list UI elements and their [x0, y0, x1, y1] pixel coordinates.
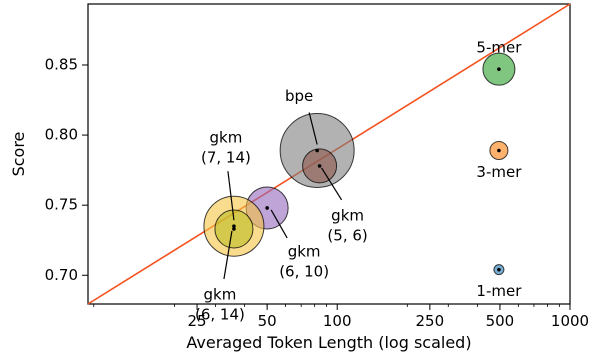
point-label-gkm-7-14: gkm [210, 129, 243, 147]
point-label-gkm-6-14: (6, 14) [195, 306, 245, 324]
point-label-5-mer: 5-mer [476, 39, 522, 57]
center-dot-5-mer [497, 67, 501, 71]
x-axis-title: Averaged Token Length (log scaled) [186, 333, 471, 352]
leader-line-bpe [308, 112, 318, 145]
bubble-layer [203, 52, 516, 276]
center-dot-3-mer [497, 148, 501, 153]
x-tick-label: 250 [416, 312, 445, 330]
y-axis-title: Score [9, 132, 28, 177]
center-dot-bpe [315, 148, 319, 153]
center-dot-gkm-7-14 [232, 224, 236, 228]
x-axis: 25 50 100 250 500 1000 [93, 304, 589, 330]
center-dot-gkm-6-14 [232, 227, 236, 231]
center-dot-gkm-6-10 [265, 206, 269, 210]
point-label-3-mer: 3-mer [476, 163, 522, 181]
plot-area [87, 3, 571, 305]
annotation-layer: 1-mer 3-mer 5-mer bpe gkm (5, 6) gkm (6, 10) gkm… [195, 39, 522, 324]
y-tick-label: 0.80 [45, 126, 78, 144]
point-label-bpe: bpe [285, 87, 313, 105]
point-label-gkm-5-6: gkm [331, 206, 364, 224]
x-tick-label: 500 [486, 312, 515, 330]
leader-line-gkm-5-6 [321, 167, 343, 201]
center-dot-gkm-5-6 [317, 164, 322, 168]
leader-line-gkm-6-14 [223, 230, 233, 280]
leader-line-gkm-6-10 [270, 209, 288, 239]
point-label-gkm-5-6: (5, 6) [327, 226, 367, 244]
center-dot-1-mer [497, 267, 501, 272]
y-tick-label: 0.70 [45, 266, 78, 284]
y-axis: 0.70 0.75 0.80 0.85 [45, 55, 88, 284]
plot-frame [87, 3, 571, 305]
x-tick-label: 100 [323, 312, 352, 330]
leader-line-gkm-7-14 [227, 171, 235, 221]
point-label-gkm-7-14: (7, 14) [201, 149, 251, 167]
point-label-gkm-6-14: gkm [204, 286, 237, 304]
y-tick-label: 0.75 [45, 196, 78, 214]
x-tick-label: 50 [258, 312, 277, 330]
y-tick-label: 0.85 [45, 55, 78, 73]
point-label-1-mer: 1-mer [476, 282, 522, 300]
point-label-gkm-6-10: (6, 10) [279, 262, 329, 280]
x-tick-label: 25 [188, 312, 207, 330]
point-label-gkm-6-10: gkm [288, 242, 321, 260]
x-tick-label: 1000 [551, 312, 589, 330]
